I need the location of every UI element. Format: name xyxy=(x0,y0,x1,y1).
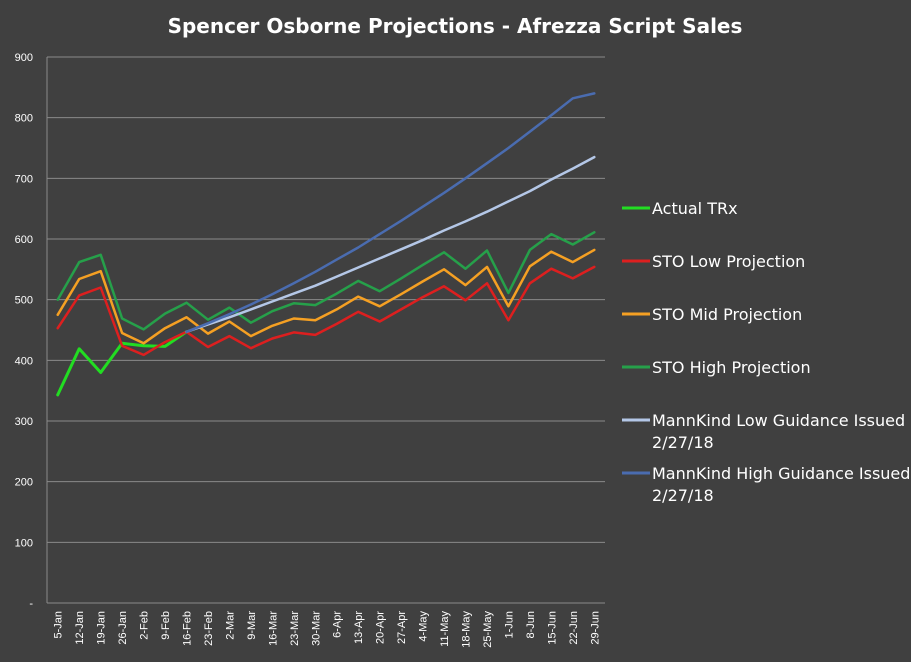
x-tick-label: 20-Apr xyxy=(375,611,387,644)
x-tick-label: 13-Apr xyxy=(353,611,365,644)
series-line xyxy=(185,92,596,334)
legend-label: STO High Projection xyxy=(652,358,811,377)
y-tick-label: 800 xyxy=(15,113,33,125)
x-tick-label: 23-Mar xyxy=(289,611,301,646)
x-tick-label: 22-Jun xyxy=(568,611,580,645)
legend-label: MannKind High Guidance Issued xyxy=(652,464,910,483)
series-line xyxy=(56,265,596,357)
x-tick-label: 12-Jan xyxy=(74,611,86,645)
y-tick-label: 300 xyxy=(15,416,33,428)
series-lines xyxy=(56,92,596,397)
x-tick-label: 1-Jun xyxy=(503,611,515,639)
x-tick-label: 26-Jan xyxy=(117,611,129,645)
x-tick-label: 5-Jan xyxy=(53,611,65,639)
x-tick-label: 2-Feb xyxy=(139,611,151,640)
y-tick-label: 100 xyxy=(15,537,33,549)
x-tick-label: 18-May xyxy=(461,611,473,648)
series-line xyxy=(56,231,596,331)
legend: Actual TRx STO Low Projection STO Mid Proj… xyxy=(622,199,910,505)
x-tick-label: 16-Mar xyxy=(267,611,279,646)
legend-label: MannKind Low Guidance Issued xyxy=(652,411,905,430)
y-tick-label: 600 xyxy=(15,234,33,246)
y-tick-label: 400 xyxy=(15,355,33,367)
x-tick-label: 4-May xyxy=(418,611,430,642)
y-tick-label: - xyxy=(29,598,33,610)
x-tick-label: 6-Apr xyxy=(332,611,344,638)
x-tick-label: 27-Apr xyxy=(396,611,408,644)
x-tick-label: 15-Jun xyxy=(546,611,558,645)
x-tick-label: 23-Feb xyxy=(203,611,215,646)
legend-label: Actual TRx xyxy=(652,199,738,218)
y-tick-label: 700 xyxy=(15,173,33,185)
legend-label: STO Mid Projection xyxy=(652,305,802,324)
y-tick-label: 500 xyxy=(15,295,33,307)
x-tick-label: 16-Feb xyxy=(182,611,194,646)
x-tick-label: 11-May xyxy=(439,611,451,647)
series-line xyxy=(56,248,596,345)
x-tick-label: 25-May xyxy=(482,611,494,648)
x-tick-label: 30-Mar xyxy=(310,611,322,646)
x-tick-label: 8-Jun xyxy=(525,611,537,639)
x-tick-label: 19-Jan xyxy=(96,611,108,645)
legend-label: 2/27/18 xyxy=(652,433,714,452)
x-tick-label: 9-Feb xyxy=(160,611,172,640)
series-line xyxy=(185,155,596,334)
axes: - 100 200 300 400 500 600 700 800 900 5-Jan 12-Jan 1… xyxy=(15,52,605,648)
y-tick-label: 900 xyxy=(15,52,33,64)
legend-label: 2/27/18 xyxy=(652,486,714,505)
y-tick-label: 200 xyxy=(15,477,33,489)
x-tick-label: 29-Jun xyxy=(589,611,601,645)
chart-title: Spencer Osborne Projections - Afrezza Sc… xyxy=(168,14,743,38)
legend-label: STO Low Projection xyxy=(652,252,805,271)
x-tick-label: 9-Mar xyxy=(246,611,258,640)
x-tick-label: 2-Mar xyxy=(224,611,236,640)
